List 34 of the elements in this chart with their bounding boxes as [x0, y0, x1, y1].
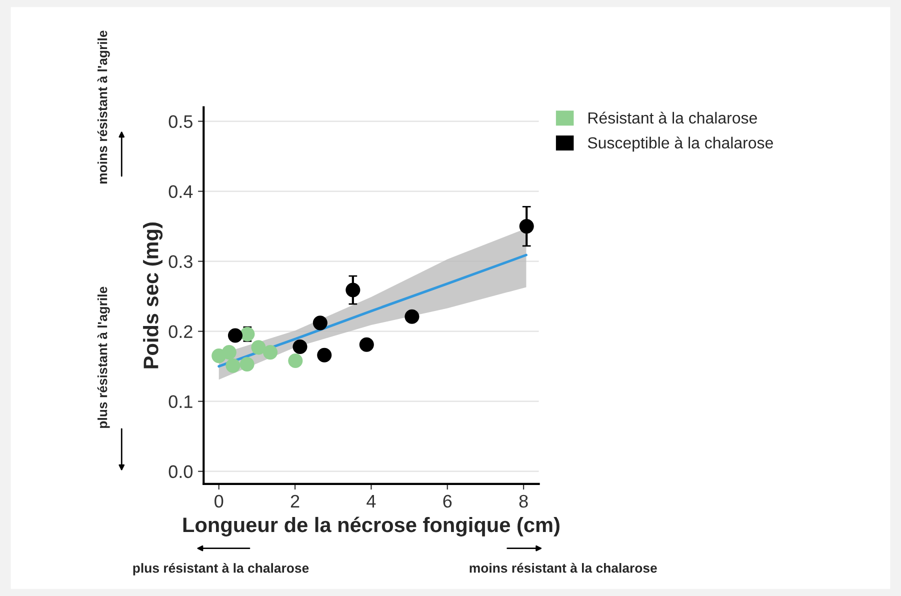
text: moins résistant à la chalarose [470, 562, 657, 573]
point [359, 337, 374, 352]
line-series [218, 254, 528, 368]
point [251, 340, 266, 355]
point [519, 219, 534, 234]
point [228, 328, 243, 343]
x-tick-label: 4 [366, 495, 376, 508]
point [317, 348, 332, 362]
x-axis-title: Longueur de la nécrose fongique (cm) [183, 516, 560, 536]
y-tick-label: 0.5 [168, 115, 192, 128]
y-tick-label: 0.3 [168, 255, 192, 268]
point [222, 345, 236, 360]
x-tick-label: 8 [519, 494, 528, 508]
text: plus résistant à l'agrile [97, 286, 110, 428]
x-tick-label: 2 [290, 494, 300, 508]
point [288, 353, 303, 368]
text: plus résistant à la chalarose [133, 562, 309, 576]
point [312, 316, 328, 330]
x-tick-label: 0 [214, 494, 224, 508]
text: moins résistant à l'agrile [97, 30, 110, 184]
y-tick-label: 0.1 [168, 395, 192, 408]
point [226, 358, 240, 373]
legend-label: Susceptible à la chalarose [588, 136, 773, 152]
point [262, 345, 278, 360]
x-tick-label: 6 [443, 494, 452, 508]
point [404, 309, 420, 324]
y-tick-label: 0.4 [168, 185, 193, 198]
y-tick-label: 0.0 [168, 465, 193, 478]
point [240, 356, 254, 372]
legend-label: Résistant à la chalarose [588, 112, 757, 124]
point [292, 339, 308, 354]
y-tick-label: 0.2 [168, 325, 192, 338]
point [346, 282, 360, 298]
y-axis-title: Poids sec (mg) [143, 222, 163, 368]
